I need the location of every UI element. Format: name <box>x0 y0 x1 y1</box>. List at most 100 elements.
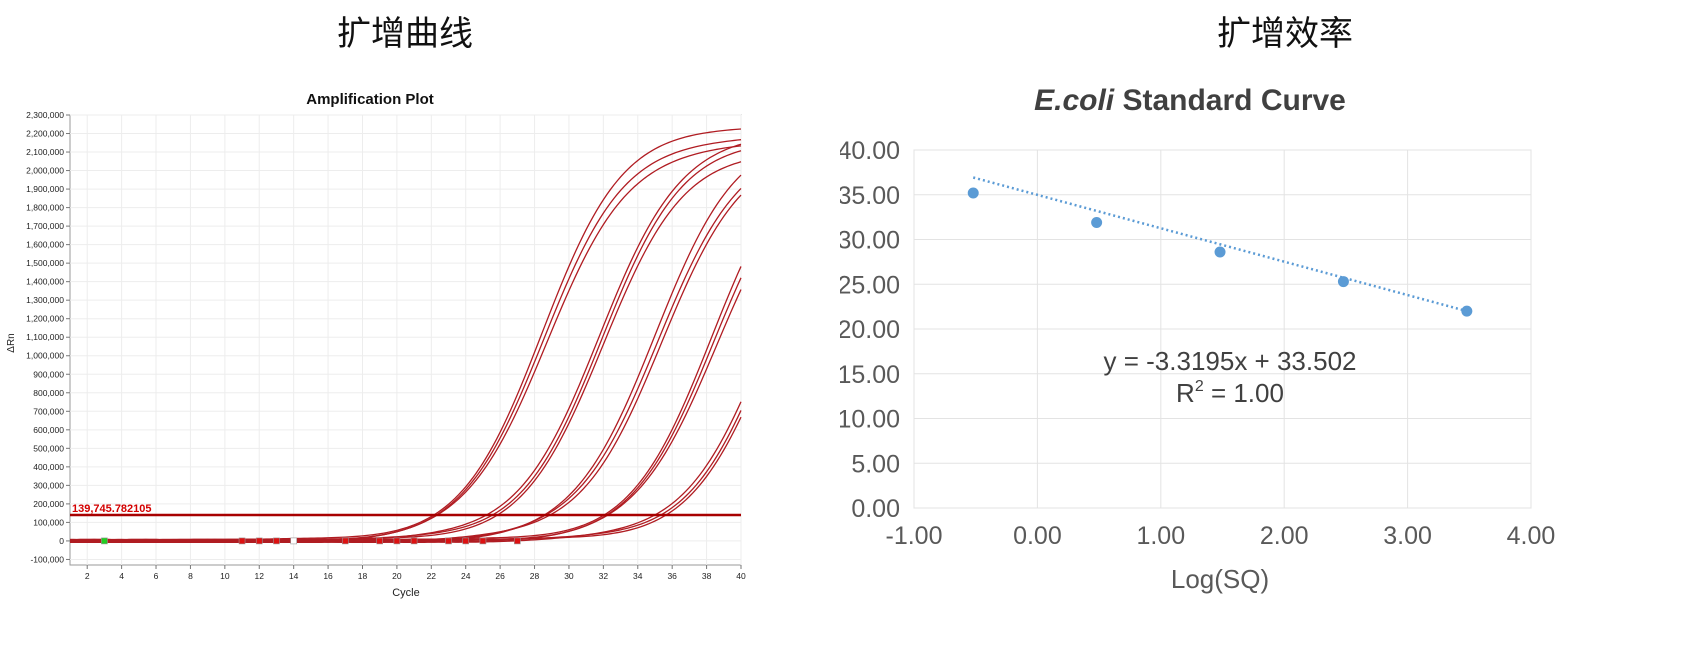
amp-x-tick-label: 16 <box>323 571 333 581</box>
amp-x-tick-label: 20 <box>392 571 402 581</box>
std-r2: R2 = 1.00 <box>1176 378 1284 408</box>
amp-curve[interactable] <box>69 416 742 544</box>
amp-x-tick-label: 6 <box>154 571 159 581</box>
baseline-marker[interactable] <box>462 537 470 545</box>
amp-y-tick-label: 1,100,000 <box>26 332 64 342</box>
amp-curves <box>69 128 742 544</box>
amp-x-tick-label: 36 <box>667 571 677 581</box>
amp-x-tick-label: 28 <box>530 571 540 581</box>
amp-y-tick-label: 1,000,000 <box>26 351 64 361</box>
baseline-marker[interactable] <box>255 537 263 545</box>
std-x-axis-label: Log(SQ) <box>1171 564 1269 594</box>
amp-y-tick-label: 700,000 <box>33 406 64 416</box>
baseline-marker[interactable] <box>514 537 521 545</box>
std-point[interactable] <box>1337 276 1349 288</box>
amp-y-tick-label: 0 <box>59 536 64 546</box>
std-y-tick-label: 40.00 <box>840 137 900 165</box>
amp-x-tick-label: 22 <box>427 571 437 581</box>
std-y-tick-label: 30.00 <box>840 227 900 255</box>
amp-y-tick-label: 300,000 <box>33 480 64 490</box>
amp-x-tick-label: 4 <box>119 571 124 581</box>
std-point[interactable] <box>967 187 979 199</box>
baseline-marker[interactable] <box>290 537 297 545</box>
left-panel-title: 扩增曲线 <box>337 14 473 54</box>
std-y-tick-label: 20.00 <box>840 316 900 344</box>
std-point[interactable] <box>1214 246 1226 258</box>
std-x-tick-label: 2.00 <box>1260 522 1309 550</box>
std-point[interactable] <box>1461 305 1473 317</box>
amp-x-axis-label: Cycle <box>392 587 420 599</box>
amp-x-tick-label: 24 <box>461 571 471 581</box>
amp-y-ticks: 2,300,000 2,200,000 2,100,000 2,000,000 1,90… <box>26 110 70 564</box>
amp-title: Amplification Plot <box>306 91 434 108</box>
std-x-tick-label: 1.00 <box>1136 522 1185 550</box>
amp-y-tick-label: 1,400,000 <box>26 277 64 287</box>
amp-y-tick-label: 2,200,000 <box>26 129 64 139</box>
std-r2-prefix: R <box>1176 378 1195 408</box>
amp-y-tick-label: 900,000 <box>33 369 64 379</box>
std-x-tick-label: 0.00 <box>1013 522 1062 550</box>
amp-y-tick-label: 400,000 <box>33 462 64 472</box>
amp-y-tick-label: 800,000 <box>33 388 64 398</box>
baseline-marker[interactable] <box>238 537 246 545</box>
amp-x-tick-label: 26 <box>495 571 505 581</box>
amp-y-axis-label: ΔRn <box>6 333 17 352</box>
amp-y-tick-label: 100,000 <box>33 517 64 527</box>
amp-y-tick-label: 1,700,000 <box>26 221 64 231</box>
amp-y-tick-label: 200,000 <box>33 499 64 509</box>
std-y-tick-label: 5.00 <box>851 450 900 478</box>
std-x-tick-label: 4.00 <box>1507 522 1556 550</box>
right-panel-title: 扩增效率 <box>1217 14 1353 54</box>
baseline-marker[interactable] <box>445 537 452 545</box>
amp-y-tick-label: -100,000 <box>30 554 64 564</box>
amp-y-tick-label: 1,300,000 <box>26 295 64 305</box>
std-x-ticks: -1.00 0.00 1.00 2.00 3.00 4.00 <box>886 522 1556 550</box>
amp-y-tick-label: 2,300,000 <box>26 110 64 120</box>
amp-y-tick-label: 600,000 <box>33 425 64 435</box>
baseline-marker[interactable] <box>479 537 487 545</box>
std-trendline <box>972 176 1468 313</box>
amp-x-tick-label: 12 <box>255 571 265 581</box>
std-title-italic: E.coli <box>1034 84 1115 117</box>
baseline-marker[interactable] <box>101 537 108 545</box>
std-title-rest: Standard Curve <box>1114 84 1346 117</box>
baseline-markers <box>101 537 521 545</box>
std-x-tick-label: 3.00 <box>1383 522 1432 550</box>
amp-x-tick-label: 18 <box>358 571 368 581</box>
amp-gridlines <box>70 114 742 565</box>
amp-x-ticks: 2 4 6 8 10 12 14 16 18 20 22 24 26 28 30 32 34 36 38 40 <box>85 565 746 581</box>
amp-x-tick-label: 14 <box>289 571 299 581</box>
baseline-marker[interactable] <box>273 537 280 545</box>
amp-y-tick-label: 1,800,000 <box>26 203 64 213</box>
amplification-plot: Amplification Plot 2,300,000 2,200,000 2,1… <box>6 91 746 599</box>
std-y-tick-label: 0.00 <box>851 495 900 523</box>
amp-x-tick-label: 2 <box>85 571 90 581</box>
amp-x-tick-label: 30 <box>564 571 574 581</box>
amp-x-tick-label: 10 <box>220 571 230 581</box>
amp-y-tick-label: 1,600,000 <box>26 240 64 250</box>
std-y-ticks: 40.00 35.00 30.00 25.00 20.00 15.00 10.00 5.00 0… <box>840 137 900 523</box>
std-y-tick-label: 35.00 <box>840 182 900 210</box>
amp-x-tick-label: 40 <box>736 571 746 581</box>
amp-y-tick-label: 2,000,000 <box>26 166 64 176</box>
amp-x-tick-label: 8 <box>188 571 193 581</box>
amp-x-tick-label: 32 <box>599 571 609 581</box>
amp-y-tick-label: 1,500,000 <box>26 258 64 268</box>
standard-curve-chart: E.coli Standard Curve 40.0035.0030.0025.… <box>840 84 1556 594</box>
baseline-marker[interactable] <box>410 537 418 545</box>
std-y-tick-label: 10.00 <box>840 406 900 434</box>
baseline-marker[interactable] <box>393 537 401 545</box>
amp-y-tick-label: 1,200,000 <box>26 314 64 324</box>
std-point[interactable] <box>1091 216 1103 228</box>
amp-y-tick-label: 1,900,000 <box>26 184 64 194</box>
std-points <box>967 187 1473 317</box>
std-x-tick-label: -1.00 <box>886 522 943 550</box>
std-r2-value: = 1.00 <box>1204 378 1284 408</box>
std-gridlines <box>913 149 1532 509</box>
baseline-marker[interactable] <box>341 537 349 545</box>
amp-y-tick-label: 2,100,000 <box>26 147 64 157</box>
amp-x-tick-label: 38 <box>702 571 712 581</box>
threshold-label: 139,745.782105 <box>72 503 152 515</box>
baseline-marker[interactable] <box>376 537 383 545</box>
std-title: E.coli Standard Curve <box>1034 84 1346 117</box>
